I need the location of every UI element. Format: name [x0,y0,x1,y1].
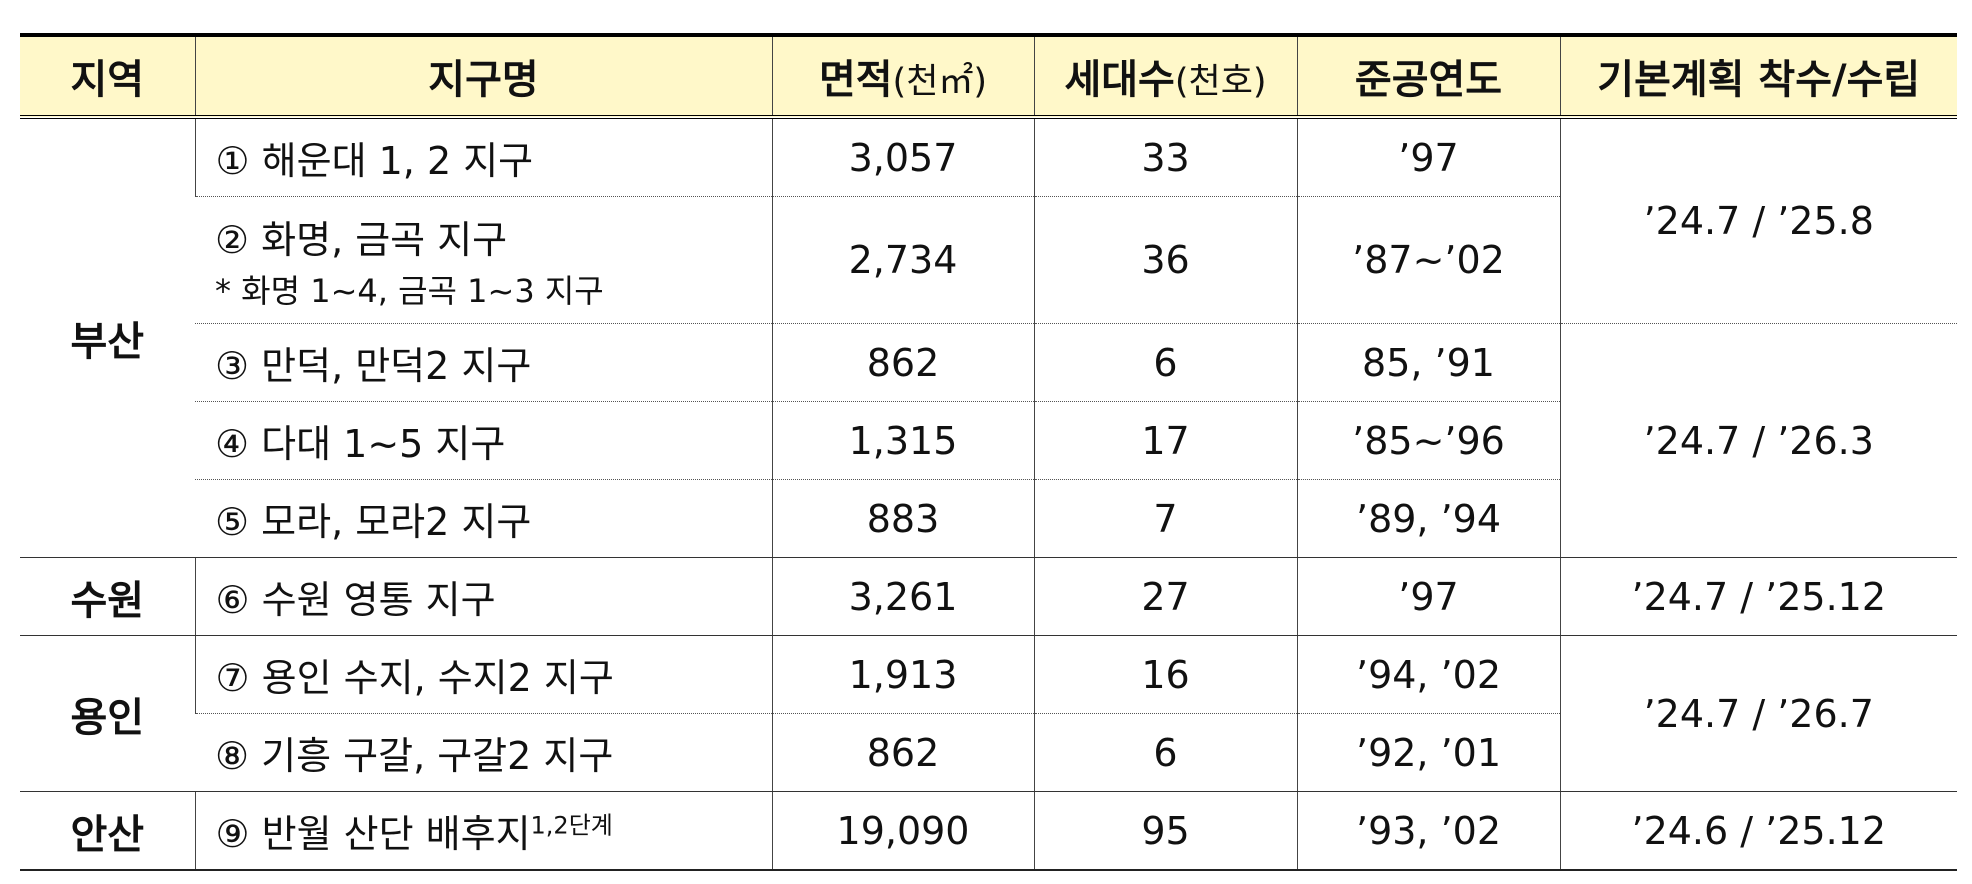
households-value: 6 [1033,713,1297,792]
district-name: ⑨ 반월 산단 배후지 [215,812,531,856]
area-value: 3,057 [771,117,1034,197]
table-row: ③ 만덕, 만덕2 지구 862 6 85, ’91 ’24.7 / ’26.3 [20,323,1957,558]
completion-year-value: ’85~’96 [1296,401,1560,480]
completion-year-value: ’87~’02 [1296,196,1560,324]
district-name: ② 화명, 금곡 지구 [215,217,508,262]
district-name: ④ 다대 1~5 지구 [195,401,772,480]
area-value: 1,913 [771,635,1034,714]
plan-value: ’24.7 / ’26.7 [1559,635,1957,792]
completion-year-value: ’92, ’01 [1296,713,1560,792]
households-value: 95 [1033,791,1297,871]
district-name: ⑥ 수원 영통 지구 [194,557,772,636]
plan-value: ’24.7 / ’25.12 [1559,557,1957,636]
table-row: 용인 ⑦ 용인 수지, 수지2 지구 1,913 16 ’94, ’02 ’24… [20,635,1957,792]
plan-value: ’24.7 / ’25.8 [1559,117,1957,324]
households-value: 7 [1033,479,1297,558]
district-name: ⑤ 모라, 모라2 지구 [195,479,772,558]
district-name: ⑦ 용인 수지, 수지2 지구 [194,635,772,714]
district-subnote: * 화명 1~4, 금곡 1~3 지구 [215,271,604,310]
table-row: 안산 ⑨ 반월 산단 배후지1,2단계 19,090 95 ’93, ’02 ’… [20,791,1957,871]
completion-year-value: 85, ’91 [1296,323,1560,402]
area-value: 3,261 [771,557,1034,636]
header-region: 지역 [20,33,195,119]
table-row: ④ 다대 1~5 지구 1,315 17 ’85~’96 [20,401,1957,480]
area-value: 862 [771,323,1034,402]
region-cell-suwon: 수원 [20,557,195,636]
households-value: 36 [1033,196,1297,324]
region-cell-busan: 부산 [20,117,195,558]
table-row: 부산 ① 해운대 1, 2 지구 3,057 33 ’97 ’24.7 / ’2… [20,117,1957,558]
table-row: ② 화명, 금곡 지구 * 화명 1~4, 금곡 1~3 지구 2,734 36 … [20,196,1957,324]
district-name: ① 해운대 1, 2 지구 [194,117,772,197]
region-cell-ansan: 안산 [20,791,195,871]
area-value: 19,090 [771,791,1034,871]
header-area-unit: (천㎡) [892,62,988,102]
header-households-label: 세대수 [1064,57,1175,103]
district-stage-superscript: 1,2단계 [530,811,613,840]
header-households-unit: (천호) [1174,62,1267,102]
completion-year-value: ’97 [1296,557,1560,636]
district-name-cell: ② 화명, 금곡 지구 * 화명 1~4, 금곡 1~3 지구 [195,196,772,324]
completion-year-value: ’97 [1296,117,1560,197]
header-area-label: 면적 [818,57,893,103]
district-name: ⑧ 기흥 구갈, 구갈2 지구 [195,713,772,792]
households-value: 27 [1033,557,1297,636]
header-households: 세대수(천호) [1033,33,1297,119]
area-value: 2,734 [771,196,1034,324]
households-value: 6 [1033,323,1297,402]
district-table: 지역 지구명 면적(천㎡) 세대수(천호) 준공연도 기본계획 착수/수립 부산… [20,33,1957,871]
table-row: 수원 ⑥ 수원 영통 지구 3,261 27 ’97 ’24.7 / ’25.1… [20,557,1957,636]
header-district: 지구명 [194,33,772,119]
district-name: ③ 만덕, 만덕2 지구 [195,323,772,402]
plan-value: ’24.7 / ’26.3 [1559,323,1957,558]
households-value: 17 [1033,401,1297,480]
completion-year-value: ’93, ’02 [1296,791,1560,871]
header-row: 지역 지구명 면적(천㎡) 세대수(천호) 준공연도 기본계획 착수/수립 [20,33,1957,119]
header-completion-year: 준공연도 [1296,33,1560,119]
completion-year-value: ’89, ’94 [1296,479,1560,558]
table-row: ⑤ 모라, 모라2 지구 883 7 ’89, ’94 [20,479,1957,558]
plan-value: ’24.6 / ’25.12 [1559,791,1957,871]
households-value: 16 [1033,635,1297,714]
completion-year-value: ’94, ’02 [1296,635,1560,714]
header-plan: 기본계획 착수/수립 [1559,33,1957,119]
area-value: 862 [771,713,1034,792]
area-value: 883 [771,479,1034,558]
district-table-container: 지역 지구명 면적(천㎡) 세대수(천호) 준공연도 기본계획 착수/수립 부산… [20,33,1957,871]
region-cell-yongin: 용인 [20,635,195,792]
table-row: ⑧ 기흥 구갈, 구갈2 지구 862 6 ’92, ’01 [20,713,1957,792]
area-value: 1,315 [771,401,1034,480]
district-name-cell: ⑨ 반월 산단 배후지1,2단계 [194,791,772,871]
header-area: 면적(천㎡) [771,33,1034,119]
households-value: 33 [1033,117,1297,197]
